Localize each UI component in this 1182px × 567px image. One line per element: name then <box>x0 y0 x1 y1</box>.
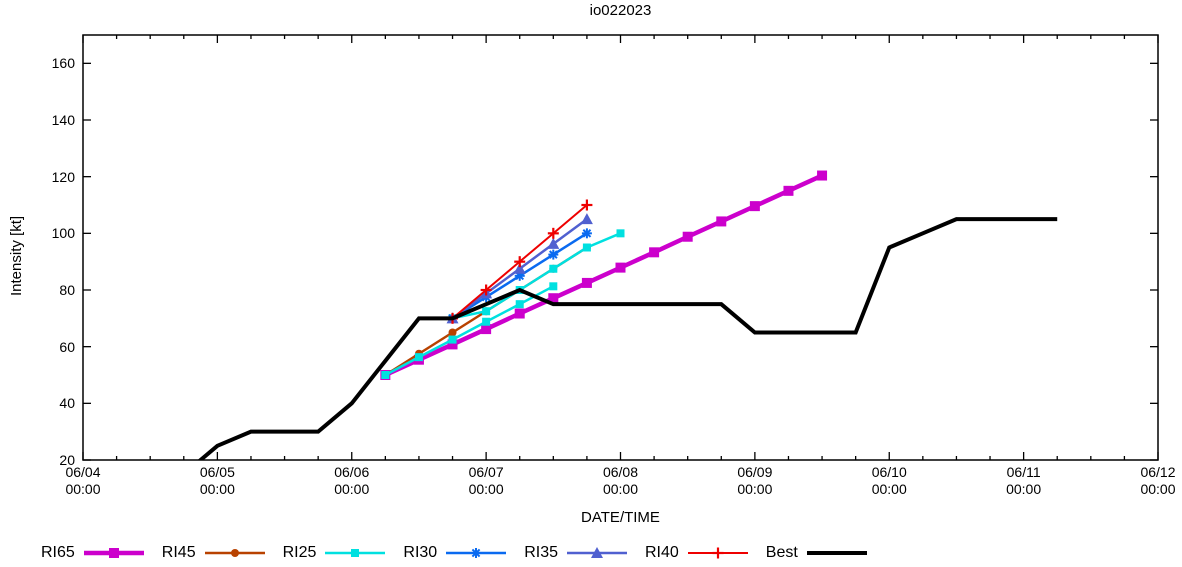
y-tick-label: 80 <box>59 282 75 298</box>
y-tick-label: 60 <box>59 338 75 355</box>
legend-swatch-RI45 <box>204 549 265 557</box>
legend-item-RI25: RI25 <box>283 544 387 562</box>
x-tick-label: 06/05 00:00 <box>199 464 235 497</box>
legend-label-RI45: RI45 <box>161 544 196 561</box>
legend-label-RI65: RI65 <box>41 544 75 561</box>
y-tick-label: 20 <box>59 452 75 468</box>
axis-ticks <box>82 35 1159 461</box>
legend-swatch-RI40 <box>687 547 748 559</box>
legend-swatch-Best <box>806 551 867 555</box>
plot-border <box>82 34 1159 461</box>
legend-item-RI30: RI30 <box>403 544 507 562</box>
x-axis-label: DATE/TIME <box>581 509 660 526</box>
legend-swatch-RI65 <box>83 548 144 558</box>
legend-swatch-RI30 <box>446 548 507 558</box>
x-tick-label: 06/11 00:00 <box>1006 464 1042 497</box>
legend-swatch-RI35 <box>566 547 627 558</box>
legend-label-Best: Best <box>765 544 798 561</box>
series-Best <box>197 217 1058 460</box>
chart-title: io022023 <box>589 2 652 19</box>
legend-label-RI30: RI30 <box>403 544 438 561</box>
y-tick-label: 100 <box>51 225 75 242</box>
series-RI65 <box>380 170 828 380</box>
legend-item-Best: Best <box>766 544 868 562</box>
legend-item-RI40: RI40 <box>645 544 749 562</box>
plot-area <box>82 34 1159 461</box>
y-tick-label: 40 <box>59 395 75 412</box>
legend-item-RI65: RI65 <box>41 544 145 562</box>
y-tick-label: 160 <box>51 55 75 72</box>
x-tick-label: 06/10 00:00 <box>871 464 907 497</box>
legend-label-RI25: RI25 <box>282 544 317 561</box>
x-tick-label: 06/06 00:00 <box>334 464 370 497</box>
legend-item-RI45: RI45 <box>162 544 266 562</box>
legend-label-RI40: RI40 <box>644 544 679 561</box>
y-tick-label: 140 <box>51 112 75 128</box>
legend-swatch-RI25 <box>325 549 386 557</box>
legend-item-RI35: RI35 <box>524 544 628 562</box>
x-tick-label: 06/09 00:00 <box>737 464 773 497</box>
x-tick-label: 06/07 00:00 <box>468 464 504 497</box>
x-tick-label: 06/04 00:00 <box>65 464 101 497</box>
y-tick-label: 120 <box>51 168 75 185</box>
series-RI35 <box>446 213 593 324</box>
chart-legend: RI65 RI45 RI25 RI30 RI35 RI40 Best <box>41 544 868 562</box>
x-tick-label: 06/08 00:00 <box>602 464 639 497</box>
legend-label-RI35: RI35 <box>524 544 558 561</box>
x-tick-label: 06/12 00:00 <box>1140 464 1176 497</box>
